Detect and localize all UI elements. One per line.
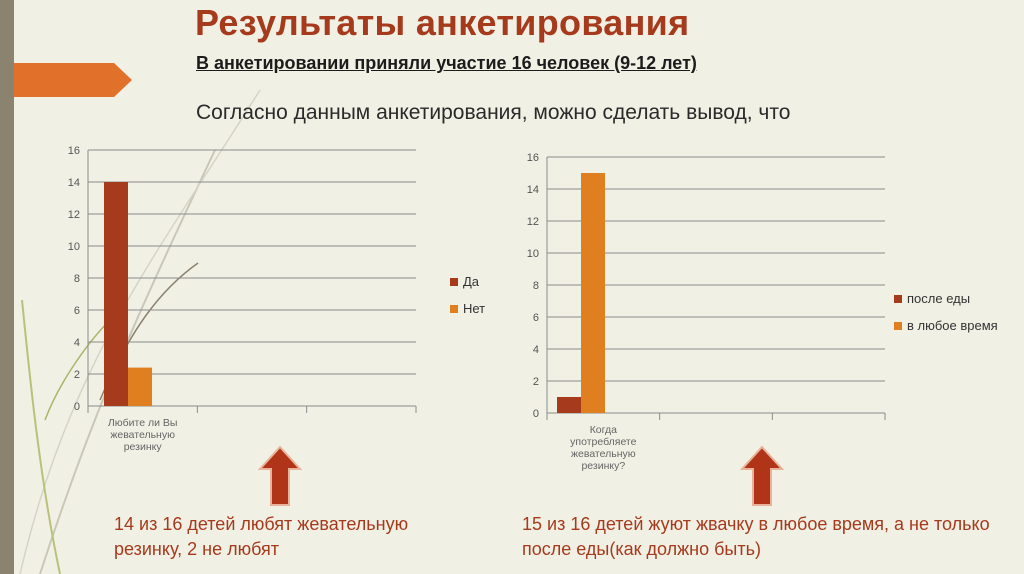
up-arrow-icon [740,445,784,506]
x-category-label: Любите ли Вы [108,417,178,429]
y-tick-label: 0 [74,401,80,413]
y-tick-label: 8 [533,280,539,292]
y-tick-label: 6 [533,312,539,324]
left-decor-strip [0,0,14,574]
y-tick-label: 2 [533,376,539,388]
legend-label: в любое время [907,318,998,333]
y-tick-label: 10 [68,241,80,253]
bar-series-2 [128,367,152,406]
up-arrow-icon [258,445,302,506]
slide-subtitle: В анкетировании приняли участие 16 челов… [196,53,697,73]
x-category-label: Когда [590,424,617,436]
legend-swatch [450,305,458,313]
x-category-label: резинку? [581,460,625,472]
x-category-label: жевательную [110,429,175,441]
legend-label: Да [463,274,480,289]
title-arrow-tab [14,63,132,97]
y-tick-label: 12 [527,216,539,228]
x-category-label: употребляете [570,436,636,448]
legend-label: после еды [907,291,970,306]
y-tick-label: 4 [533,344,539,356]
legend-swatch [894,322,902,330]
y-tick-label: 16 [68,145,80,157]
bar-series-1 [557,397,581,413]
y-tick-label: 4 [74,337,80,349]
y-tick-label: 10 [527,248,539,260]
x-category-label: резинку [124,441,163,453]
conclusion-text-2: 15 из 16 детей жуют жвачку в любое время… [522,514,990,559]
chart-like-gum: 0 2 4 6 8 10 12 14 16 Любите ли Выжевательнуюрези… [68,145,485,453]
y-tick-label: 8 [74,273,80,285]
bar-series-1 [104,182,128,406]
conclusion-text-1: 14 из 16 детей любят жевательную резинку… [114,514,409,559]
y-tick-label: 0 [533,408,539,420]
slide-title: Результаты анкетирования [195,2,690,43]
y-tick-label: 16 [527,152,539,164]
legend-label: Нет [463,301,485,316]
legend-swatch [450,278,458,286]
y-tick-label: 2 [74,369,80,381]
x-category-label: жевательную [571,448,636,460]
bar-series-2 [581,173,605,413]
legend-swatch [894,295,902,303]
y-tick-label: 14 [68,177,80,189]
chart-when-gum: 0 2 4 6 8 10 12 14 16 Когдаупотребляетежевательну… [527,152,998,472]
y-tick-label: 6 [74,305,80,317]
y-tick-label: 14 [527,184,539,196]
y-tick-label: 12 [68,209,80,221]
intro-text: Согласно данным анкетирования, можно сде… [196,101,791,124]
